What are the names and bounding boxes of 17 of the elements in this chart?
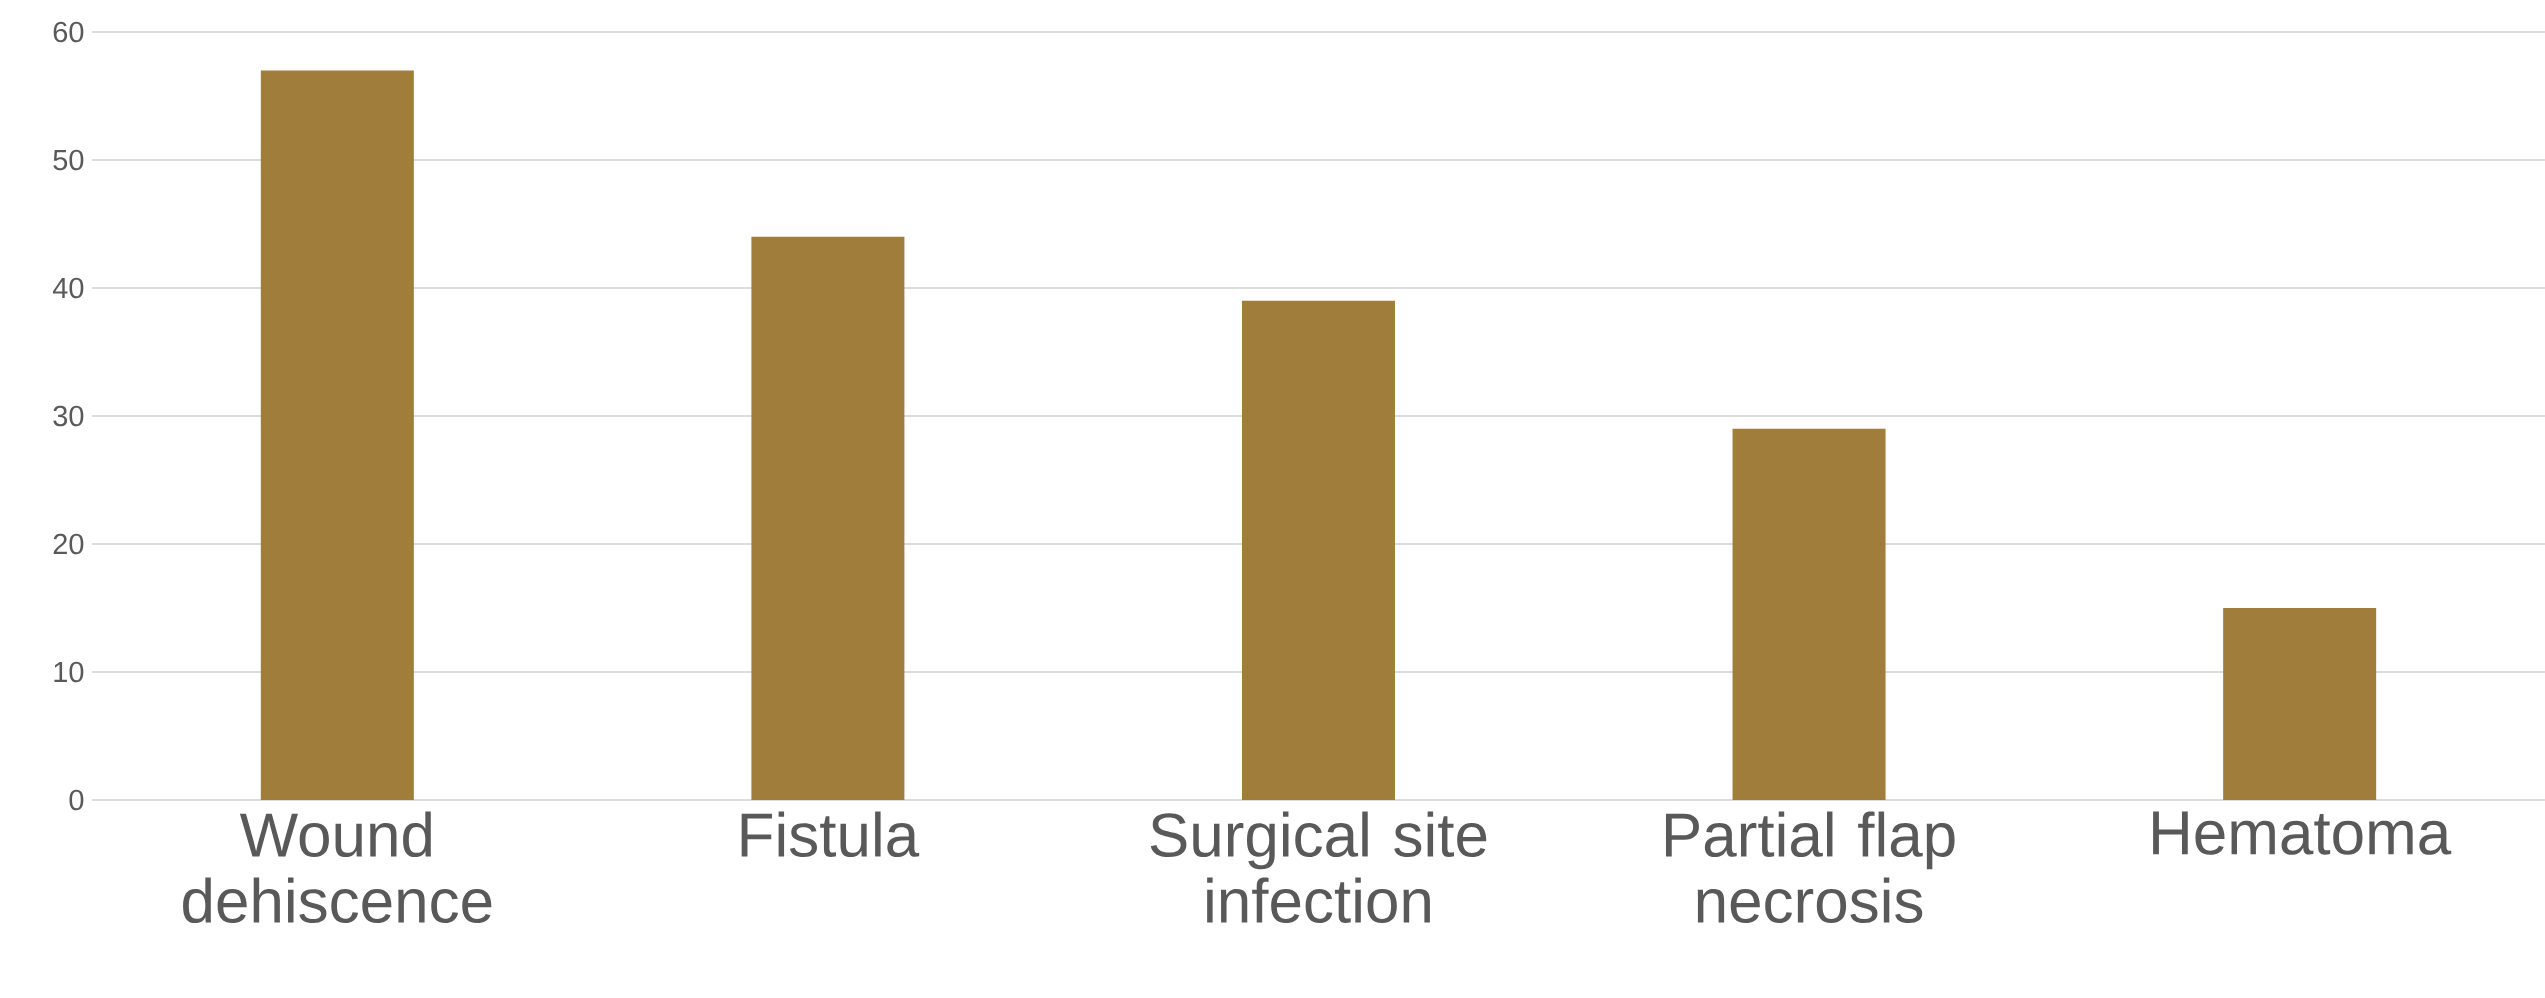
x-tick-label: Hematoma [2153,811,2452,855]
y-tick-label: 30 [53,405,84,427]
y-tick-label: 50 [53,149,84,171]
bar [260,70,414,800]
y-tick-label: 40 [52,277,84,299]
bar [2223,607,2377,800]
y-tick-label: 20 [53,533,84,555]
y-tick-label: 0 [69,789,84,811]
x-tick-label: Fistula [741,811,920,858]
x-tick-label: Surgical site infection [1150,811,1487,924]
bar [1241,300,1395,800]
y-tick-label: 10 [54,661,84,683]
y-tick-label: 60 [53,21,84,43]
bar [1732,428,1886,800]
x-tick-label: Partial flap necrosis [1665,811,1955,924]
bar [751,236,905,800]
x-tick-label: Wound dehiscence [183,811,492,924]
